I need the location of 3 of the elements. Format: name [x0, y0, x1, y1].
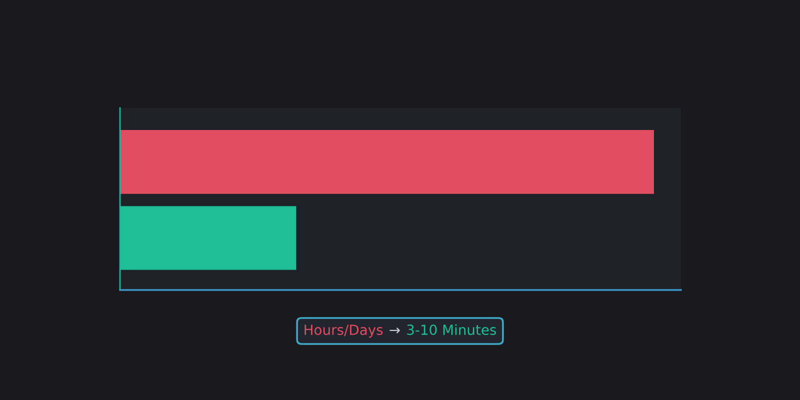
text: → [390, 328, 400, 334]
text: Hours/Days [304, 324, 383, 338]
text: 3-10 Minutes [407, 324, 496, 336]
